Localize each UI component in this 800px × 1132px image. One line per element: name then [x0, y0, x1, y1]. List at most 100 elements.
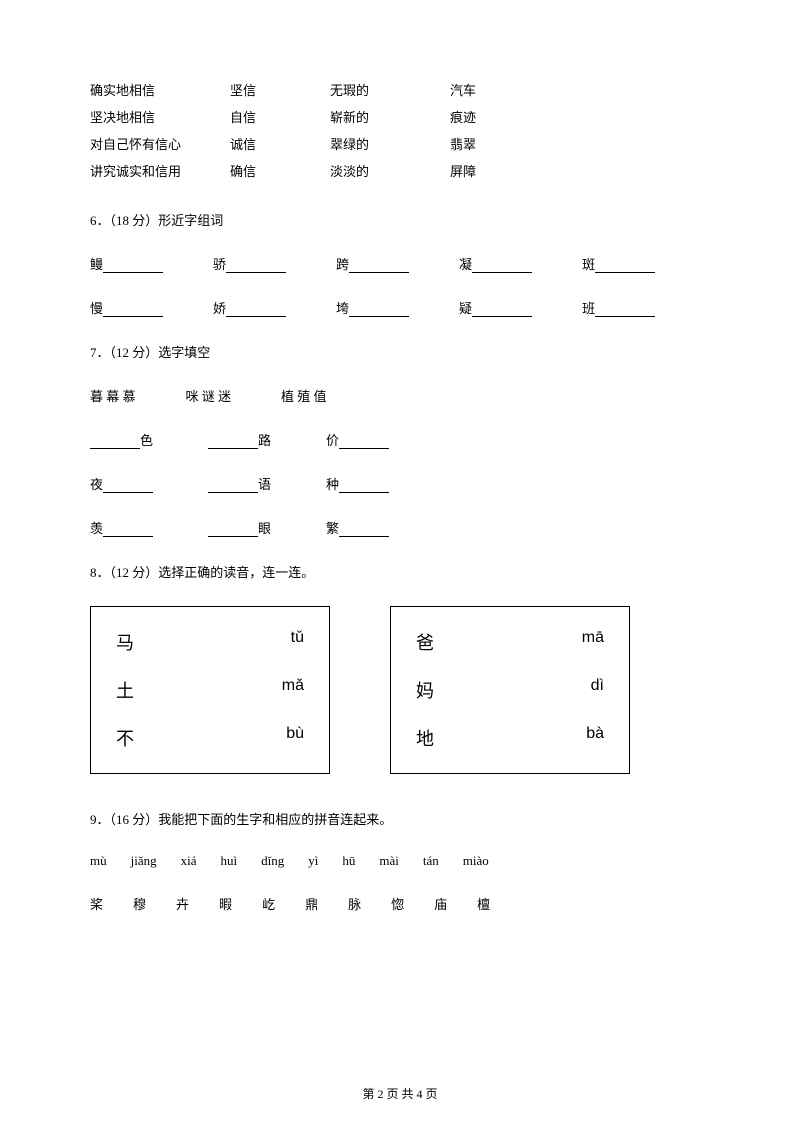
q6-item: 凝 — [459, 254, 532, 273]
q6-row1: 鳗 骄 跨 凝 斑 — [90, 254, 710, 273]
pinyin: tǔ — [291, 629, 304, 655]
q6-item: 鳗 — [90, 254, 163, 273]
box-row: 妈dì — [416, 677, 604, 703]
choice-group: 咪 谜 迷 — [186, 386, 232, 405]
q6-item: 班 — [582, 298, 655, 317]
q6-item: 娇 — [213, 298, 286, 317]
blank[interactable] — [472, 303, 532, 317]
blank[interactable] — [339, 435, 389, 449]
q7-row2: 夜 语 种 — [90, 474, 710, 493]
match-cell: 痕迹 — [450, 107, 530, 126]
pinyin-item: mài — [379, 853, 399, 869]
pinyin-item: miào — [463, 853, 489, 869]
char: 鳗 — [90, 257, 103, 272]
blank[interactable] — [349, 259, 409, 273]
q7-item: 羡 — [90, 518, 153, 537]
hanzi-item: 暇 — [219, 894, 232, 913]
char: 班 — [582, 301, 595, 316]
match-cell: 诚信 — [230, 134, 330, 153]
char: 凝 — [459, 257, 472, 272]
char: 价 — [326, 433, 339, 448]
char: 垮 — [336, 301, 349, 316]
match-cell: 确实地相信 — [90, 80, 230, 99]
hanzi-item: 庙 — [434, 894, 447, 913]
q8-boxes: 马 tǔ 土 mǎ 不bù 爸mā 妈dì 地 bà — [90, 606, 710, 774]
q6-item: 跨 — [336, 254, 409, 273]
match-cell: 翡翠 — [450, 134, 530, 153]
hanzi-item: 桨 — [90, 894, 103, 913]
pinyin-item: tán — [423, 853, 439, 869]
q8-box-right: 爸mā 妈dì 地 bà — [390, 606, 630, 774]
blank[interactable] — [103, 303, 163, 317]
box-row: 不bù — [116, 725, 304, 751]
q9-title: 9．（16 分）我能把下面的生字和相应的拼音连起来。 — [90, 809, 710, 828]
blank[interactable] — [226, 259, 286, 273]
pinyin: bù — [286, 725, 304, 751]
blank[interactable] — [208, 435, 258, 449]
q7-item: 路 — [208, 430, 271, 449]
blank[interactable] — [208, 523, 258, 537]
q7-item: 眼 — [208, 518, 271, 537]
match-cell: 坚决地相信 — [90, 107, 230, 126]
blank[interactable] — [339, 523, 389, 537]
blank[interactable] — [595, 259, 655, 273]
blank[interactable] — [595, 303, 655, 317]
char: 疑 — [459, 301, 472, 316]
char: 慢 — [90, 301, 103, 316]
match-cell: 崭新的 — [330, 107, 450, 126]
q7-item: 种 — [326, 474, 389, 493]
match-cell: 自信 — [230, 107, 330, 126]
pinyin-item: mù — [90, 853, 107, 869]
hanzi-item: 屹 — [262, 894, 275, 913]
q7-row1: 色 路 价 — [90, 430, 710, 449]
blank[interactable] — [103, 259, 163, 273]
hanzi: 妈 — [416, 677, 434, 703]
char: 夜 — [90, 477, 103, 492]
blank[interactable] — [226, 303, 286, 317]
blank[interactable] — [103, 523, 153, 537]
q7-item: 色 — [90, 430, 153, 449]
box-row: 马 tǔ — [116, 629, 304, 655]
pinyin: mǎ — [282, 677, 304, 703]
hanzi-item: 鼎 — [305, 894, 318, 913]
match-cell: 屏障 — [450, 161, 530, 180]
match-cell: 确信 — [230, 161, 330, 180]
hanzi: 爸 — [416, 629, 434, 655]
char: 路 — [258, 433, 271, 448]
blank[interactable] — [472, 259, 532, 273]
q6-row2: 慢 娇 垮 疑 班 — [90, 298, 710, 317]
blank[interactable] — [349, 303, 409, 317]
box-row: 土 mǎ — [116, 677, 304, 703]
hanzi: 地 — [416, 725, 434, 751]
q6-item: 垮 — [336, 298, 409, 317]
match-cell: 淡淡的 — [330, 161, 450, 180]
hanzi: 马 — [116, 629, 134, 655]
pinyin: bà — [586, 725, 604, 751]
hanzi: 土 — [116, 677, 134, 703]
char: 繁 — [326, 521, 339, 536]
q6-title: 6．（18 分）形近字组词 — [90, 210, 710, 229]
hanzi-item: 卉 — [176, 894, 189, 913]
char: 羡 — [90, 521, 103, 536]
blank[interactable] — [90, 435, 140, 449]
char: 语 — [258, 477, 271, 492]
hanzi-item: 惚 — [391, 894, 404, 913]
q7-item: 价 — [326, 430, 389, 449]
char: 种 — [326, 477, 339, 492]
blank[interactable] — [208, 479, 258, 493]
match-cell: 对自己怀有信心 — [90, 134, 230, 153]
match-cell: 坚信 — [230, 80, 330, 99]
char: 色 — [140, 433, 153, 448]
q9-hanzi-row: 桨 穆 卉 暇 屹 鼎 脉 惚 庙 檀 — [90, 894, 710, 913]
q6-item: 斑 — [582, 254, 655, 273]
hanzi-item: 穆 — [133, 894, 146, 913]
pinyin-item: jiǎng — [131, 853, 157, 869]
q7-item: 繁 — [326, 518, 389, 537]
pinyin-item: dǐng — [261, 853, 284, 869]
box-row: 爸mā — [416, 629, 604, 655]
blank[interactable] — [339, 479, 389, 493]
blank[interactable] — [103, 479, 153, 493]
q6-item: 慢 — [90, 298, 163, 317]
q7-choices: 暮 幕 慕 咪 谜 迷 植 殖 值 — [90, 386, 710, 405]
pinyin-item: xiá — [181, 853, 197, 869]
